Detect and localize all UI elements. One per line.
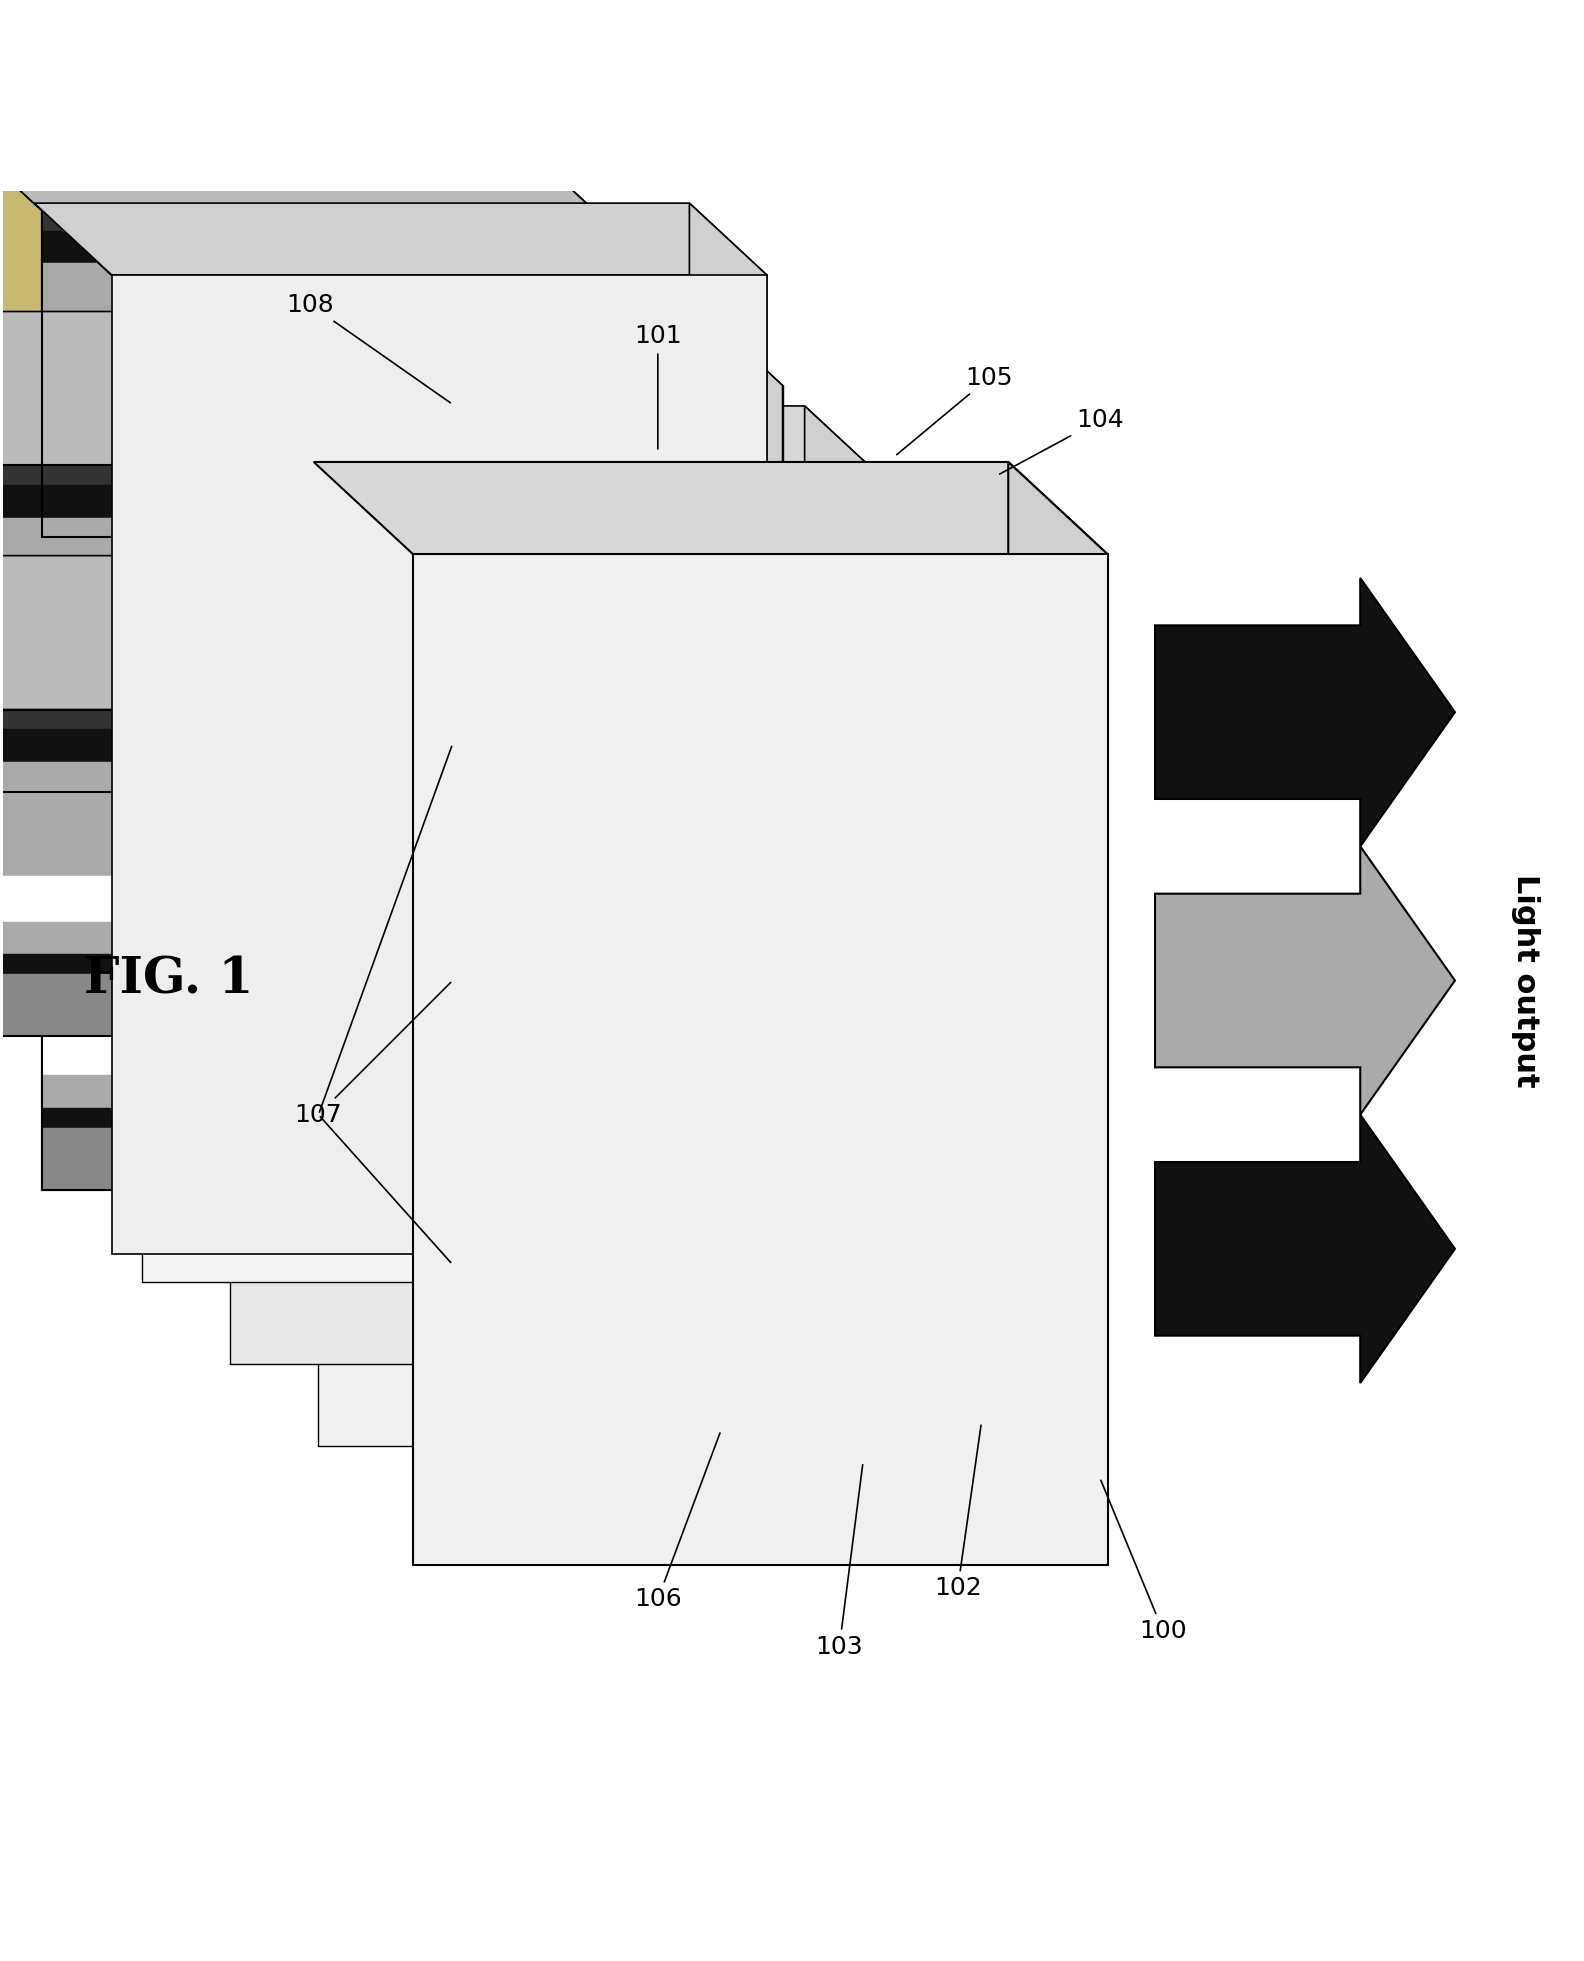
Polygon shape: [43, 424, 594, 455]
Polygon shape: [1155, 847, 1456, 1114]
Polygon shape: [0, 710, 518, 729]
Polygon shape: [805, 406, 871, 1445]
Text: FIG. 1: FIG. 1: [84, 957, 253, 1004]
Polygon shape: [98, 263, 694, 304]
Polygon shape: [314, 463, 1107, 555]
Polygon shape: [0, 555, 429, 710]
Polygon shape: [43, 916, 594, 1030]
Polygon shape: [413, 555, 1107, 1565]
Text: Light output: Light output: [1511, 875, 1541, 1086]
Polygon shape: [0, 975, 429, 1035]
Polygon shape: [43, 1128, 594, 1190]
Polygon shape: [163, 324, 782, 386]
Polygon shape: [0, 729, 429, 761]
Polygon shape: [0, 518, 518, 631]
Polygon shape: [43, 231, 594, 263]
Polygon shape: [0, 877, 429, 922]
Polygon shape: [43, 1108, 594, 1128]
Polygon shape: [43, 263, 594, 377]
Text: 101: 101: [634, 324, 681, 449]
Polygon shape: [0, 465, 518, 484]
Text: 108: 108: [287, 292, 450, 402]
Text: 102: 102: [935, 1426, 982, 1600]
Polygon shape: [0, 729, 518, 792]
Polygon shape: [0, 6, 594, 212]
Polygon shape: [0, 631, 518, 677]
Polygon shape: [716, 324, 782, 1365]
Polygon shape: [112, 275, 767, 1253]
Polygon shape: [43, 212, 594, 231]
Polygon shape: [649, 263, 694, 1282]
Text: 103: 103: [816, 1465, 863, 1659]
Polygon shape: [43, 475, 594, 537]
Text: 107: 107: [295, 982, 451, 1128]
Polygon shape: [318, 467, 871, 1445]
Polygon shape: [0, 710, 429, 729]
Polygon shape: [43, 377, 594, 424]
Polygon shape: [689, 204, 767, 1253]
Text: 106: 106: [634, 1433, 721, 1612]
Polygon shape: [0, 761, 429, 877]
Polygon shape: [43, 749, 594, 782]
Polygon shape: [43, 782, 594, 802]
Polygon shape: [230, 386, 782, 1365]
Polygon shape: [43, 1075, 594, 1108]
Polygon shape: [0, 0, 341, 953]
Polygon shape: [252, 406, 871, 467]
Polygon shape: [43, 231, 594, 263]
Polygon shape: [0, 677, 518, 710]
Polygon shape: [43, 882, 594, 916]
Polygon shape: [0, 484, 518, 518]
Polygon shape: [43, 475, 594, 537]
Polygon shape: [1155, 578, 1456, 847]
Polygon shape: [35, 204, 767, 275]
Polygon shape: [43, 537, 594, 557]
Polygon shape: [43, 263, 594, 377]
Polygon shape: [43, 424, 594, 455]
Polygon shape: [43, 863, 594, 882]
Text: 105: 105: [897, 365, 1014, 455]
Polygon shape: [43, 455, 594, 475]
Polygon shape: [0, 0, 208, 831]
Polygon shape: [43, 557, 594, 590]
Polygon shape: [43, 455, 594, 475]
Text: 104: 104: [1000, 408, 1123, 475]
Polygon shape: [0, 955, 429, 975]
Polygon shape: [43, 212, 594, 1190]
Polygon shape: [0, 25, 594, 212]
Polygon shape: [1155, 1114, 1456, 1383]
Polygon shape: [1009, 463, 1107, 1565]
Polygon shape: [43, 1030, 594, 1075]
Polygon shape: [43, 212, 594, 231]
Polygon shape: [43, 802, 594, 863]
Text: 100: 100: [1101, 1481, 1186, 1643]
Polygon shape: [0, 312, 518, 465]
Polygon shape: [43, 590, 594, 704]
Polygon shape: [43, 377, 594, 424]
Polygon shape: [141, 304, 694, 1282]
Polygon shape: [0, 0, 51, 677]
Polygon shape: [0, 57, 594, 212]
Polygon shape: [0, 922, 429, 955]
Polygon shape: [43, 704, 594, 749]
